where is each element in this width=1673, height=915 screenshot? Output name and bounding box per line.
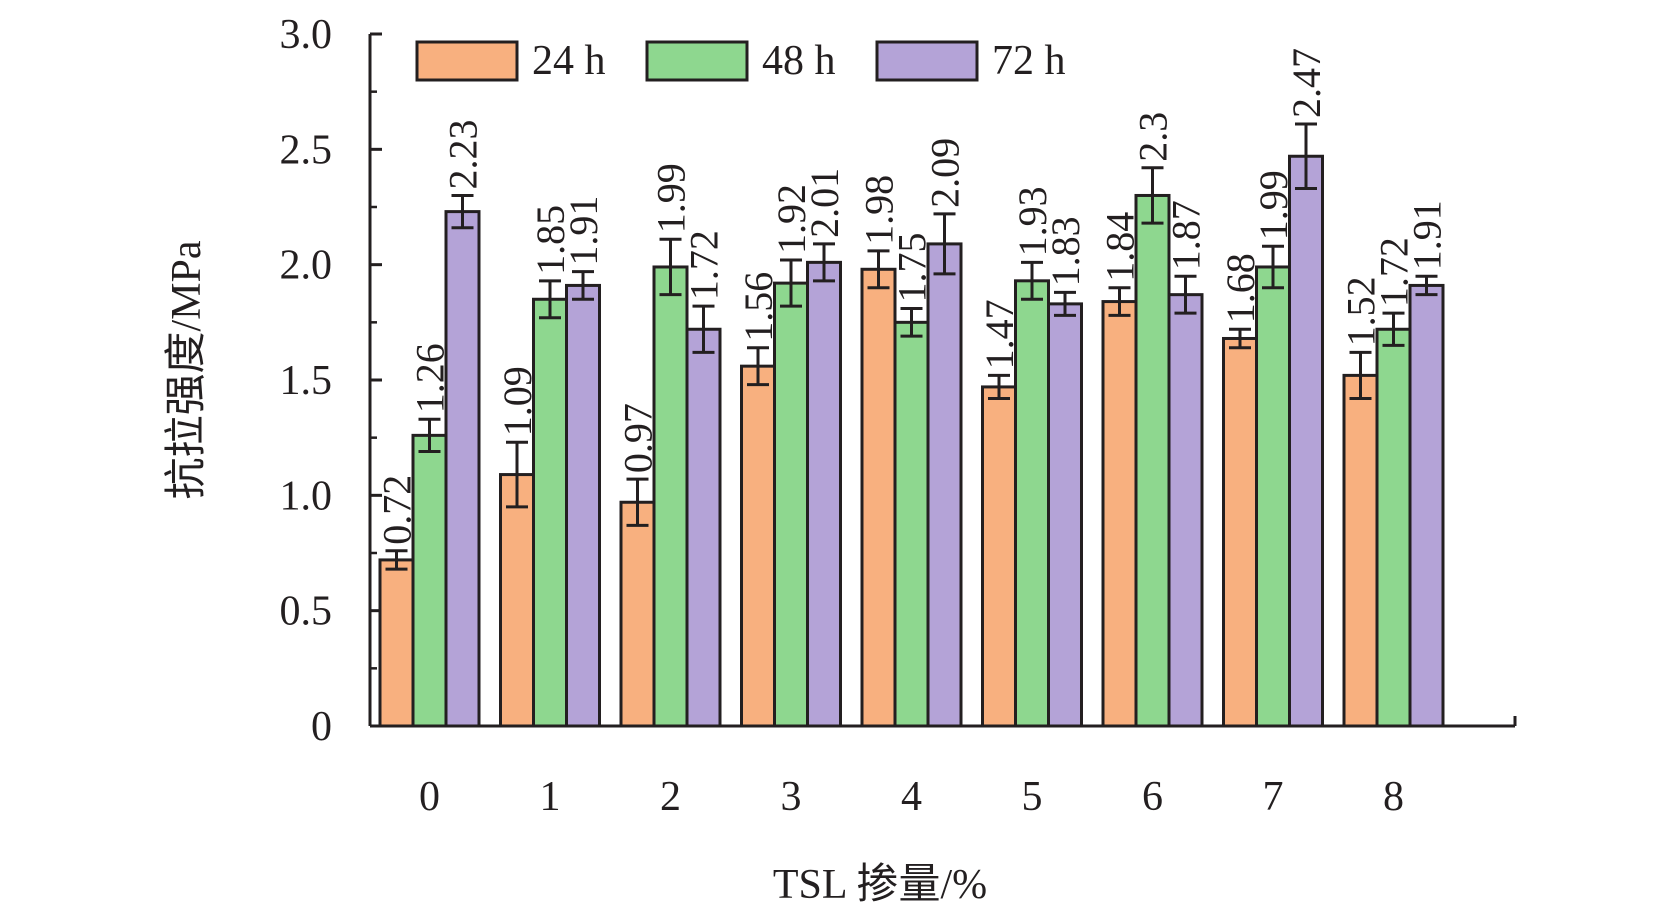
legend-swatch <box>645 40 749 82</box>
data-label: 1.68 <box>1218 253 1263 323</box>
bar <box>532 297 568 728</box>
legend-swatch <box>875 40 979 82</box>
x-tick-label: 4 <box>901 774 922 820</box>
y-tick-label: 0.5 <box>280 589 333 635</box>
bar <box>806 260 842 728</box>
bar <box>444 210 481 728</box>
bar <box>378 558 415 728</box>
data-label: 1.93 <box>1010 186 1055 256</box>
legend-label: 24 h <box>532 38 606 84</box>
bar <box>1222 336 1258 728</box>
y-axis-label: 抗拉强度/MPa <box>163 240 210 499</box>
bar <box>893 320 930 728</box>
bar <box>860 267 897 728</box>
bar <box>565 283 601 728</box>
y-tick-label: 2.0 <box>280 243 333 289</box>
bar <box>981 385 1017 728</box>
data-label: 1.72 <box>1372 237 1417 307</box>
x-tick-label: 6 <box>1142 774 1163 820</box>
y-tick-label: 2.5 <box>280 127 333 173</box>
x-tick-label: 7 <box>1263 774 1284 820</box>
data-labels: 0.72 1.09 0.97 1.56 1.98 1.47 1.84 1.68 1.52 1.26… <box>375 48 1450 545</box>
bar <box>1375 327 1412 728</box>
data-label: 2.3 <box>1131 112 1176 162</box>
data-label: 1.56 <box>736 272 781 342</box>
bar <box>652 265 689 728</box>
data-label: 1.75 <box>890 232 935 302</box>
data-label: 1.84 <box>1098 212 1143 282</box>
legend-label: 72 h <box>992 38 1066 84</box>
axes: 0 0.5 1.0 1.5 2.0 2.5 3.0 0 1 2 3 4 5 6 7 8 <box>280 12 1517 820</box>
data-label: 2.09 <box>923 138 968 208</box>
y-tick-label: 1.5 <box>280 358 333 404</box>
data-label: 1.91 <box>1405 200 1450 270</box>
data-label: 0.72 <box>375 475 420 545</box>
data-label: 1.72 <box>682 230 727 300</box>
x-tick-label: 8 <box>1383 774 1404 820</box>
y-tick-label: 1.0 <box>280 473 333 519</box>
bar <box>1255 265 1291 728</box>
bar <box>1408 283 1445 728</box>
data-label: 1.83 <box>1043 216 1088 286</box>
data-label: 2.01 <box>802 168 847 238</box>
legend: 24 h 48 h 72 h <box>415 38 1066 84</box>
legend-label: 48 h <box>762 38 836 84</box>
data-label: 2.47 <box>1284 48 1329 118</box>
bar <box>926 242 963 728</box>
data-label: 1.09 <box>495 366 540 436</box>
y-tick-label: 3.0 <box>280 12 333 58</box>
bar <box>1167 293 1204 728</box>
x-tick-label: 3 <box>781 774 802 820</box>
data-label: 1.99 <box>649 163 694 233</box>
bar <box>1342 373 1379 728</box>
y-tick-label: 0 <box>311 704 332 750</box>
data-label: 1.91 <box>561 196 606 266</box>
data-label: 2.23 <box>441 119 486 189</box>
data-label: 1.87 <box>1164 200 1209 270</box>
x-tick-label: 0 <box>419 774 440 820</box>
bar <box>499 473 535 728</box>
bar <box>1101 300 1138 728</box>
bar <box>1288 154 1324 728</box>
x-tick-label: 5 <box>1022 774 1043 820</box>
x-tick-label: 2 <box>660 774 681 820</box>
bar <box>1047 302 1083 728</box>
bars <box>378 154 1445 728</box>
bar <box>619 500 656 728</box>
data-label: 1.52 <box>1339 276 1384 346</box>
data-label: 1.98 <box>857 175 902 245</box>
error-bars <box>385 122 1438 571</box>
data-label: 1.85 <box>528 205 573 275</box>
bar <box>740 364 776 728</box>
x-tick-label: 1 <box>540 774 561 820</box>
bar <box>773 281 809 728</box>
data-label: 1.99 <box>1251 170 1296 240</box>
data-label: 1.47 <box>977 299 1022 369</box>
x-axis-label: TSL 掺量/% <box>773 861 987 908</box>
data-label: 0.97 <box>616 403 661 473</box>
data-label: 1.26 <box>408 343 453 413</box>
data-label: 1.92 <box>769 184 814 254</box>
legend-swatch <box>415 40 519 82</box>
bar <box>685 327 722 728</box>
